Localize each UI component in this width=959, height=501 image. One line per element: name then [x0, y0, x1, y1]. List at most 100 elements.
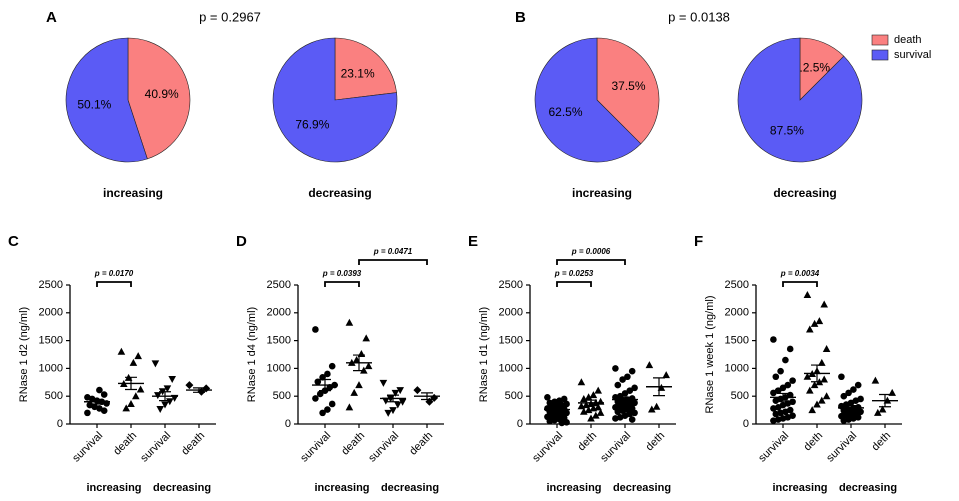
data-point: [582, 401, 590, 409]
data-point: [854, 381, 862, 389]
data-point: [850, 386, 857, 393]
slice-label: 23.1%: [341, 67, 375, 81]
data-point: [328, 362, 336, 370]
x-tick-label: deth: [802, 430, 826, 454]
data-point: [786, 345, 794, 353]
data-point: [652, 402, 661, 410]
data-point: [96, 386, 103, 394]
group-label: decreasing: [613, 482, 671, 494]
data-point: [845, 389, 852, 397]
y-tick-label: 1000: [499, 362, 523, 374]
data-point: [546, 417, 554, 425]
data-point: [777, 367, 784, 375]
data-point: [589, 404, 598, 412]
data-point: [389, 407, 397, 415]
slice-label: 87.5%: [770, 124, 804, 138]
x-tick-label: survival: [756, 430, 791, 465]
pie-slice: [65, 37, 148, 163]
data-point: [134, 352, 142, 360]
significance-label: p = 0.0034: [780, 269, 820, 278]
data-point: [621, 390, 629, 397]
data-point: [577, 378, 586, 386]
data-point: [319, 409, 326, 417]
pie-slice: [127, 37, 191, 160]
data-point: [803, 372, 812, 380]
data-point: [820, 375, 828, 383]
y-tick-label: 2000: [39, 307, 63, 319]
data-point: [628, 367, 636, 375]
y-tick-label: 2000: [725, 307, 749, 319]
data-point: [84, 409, 91, 417]
y-axis-label: RNase 1 d4 (ng/ml): [246, 307, 258, 402]
data-point: [156, 405, 164, 413]
data-point: [563, 419, 570, 426]
data-point: [558, 419, 566, 427]
pie-slice: [534, 37, 642, 163]
panel-label: B: [515, 9, 526, 26]
pie-slice: [334, 37, 397, 101]
error-bar: [353, 354, 365, 372]
significance-label: p = 0.0393: [322, 269, 362, 278]
data-point: [384, 409, 392, 417]
error-bar: [551, 407, 563, 412]
significance-bracket: [556, 259, 626, 265]
data-point: [362, 334, 370, 342]
x-tick-label: survival: [824, 430, 859, 465]
y-tick-label: 0: [517, 418, 523, 430]
x-tick-label: survival: [366, 430, 401, 465]
y-tick-label: 500: [731, 390, 749, 402]
data-point: [122, 404, 130, 412]
data-point: [770, 417, 777, 424]
data-point: [166, 398, 174, 406]
data-point: [770, 336, 777, 343]
data-point: [345, 318, 354, 326]
error-bar: [619, 396, 631, 403]
pie-slice: [596, 37, 660, 145]
data-point: [770, 389, 777, 397]
data-point: [577, 402, 586, 410]
data-point: [614, 381, 622, 389]
pie-title: increasing: [572, 186, 632, 200]
y-tick-label: 2000: [267, 307, 291, 319]
error-bar: [653, 377, 665, 397]
error-bar: [811, 364, 823, 383]
data-point: [628, 416, 636, 423]
y-tick-label: 0: [57, 418, 63, 430]
data-point: [619, 376, 626, 383]
error-bar: [319, 378, 331, 392]
x-tick-label: survival: [298, 430, 333, 465]
group-label: increasing: [546, 482, 601, 494]
x-tick-label: deth: [644, 430, 668, 454]
panel-label: C: [8, 233, 19, 250]
y-axis-label: RNase 1 d1 (ng/ml): [478, 307, 490, 402]
data-point: [779, 384, 787, 392]
data-point: [355, 381, 363, 389]
error-bar: [777, 392, 789, 402]
data-point: [584, 406, 593, 414]
slice-label: 62.5%: [548, 105, 582, 119]
data-point: [100, 391, 108, 398]
data-point: [648, 405, 656, 413]
data-point: [871, 376, 880, 384]
pie-slice: [272, 37, 398, 163]
data-point: [810, 319, 819, 327]
data-point: [328, 400, 336, 408]
legend-swatch: [871, 49, 889, 61]
data-point: [645, 361, 654, 369]
data-point: [822, 344, 831, 352]
significance-bracket: [556, 281, 592, 287]
data-point: [840, 417, 848, 424]
data-point: [596, 408, 605, 416]
data-point: [813, 400, 821, 408]
y-tick-label: 500: [505, 390, 523, 402]
data-point: [806, 325, 814, 333]
data-point: [612, 365, 619, 372]
y-axis-label: RNase 1 d2 (ng/ml): [18, 307, 30, 402]
x-tick-label: deth: [576, 430, 600, 454]
data-point: [806, 386, 814, 394]
slice-label: 76.9%: [295, 118, 329, 132]
significance-label: p = 0.0253: [554, 269, 594, 278]
error-bar: [91, 398, 103, 405]
data-point: [808, 406, 816, 414]
